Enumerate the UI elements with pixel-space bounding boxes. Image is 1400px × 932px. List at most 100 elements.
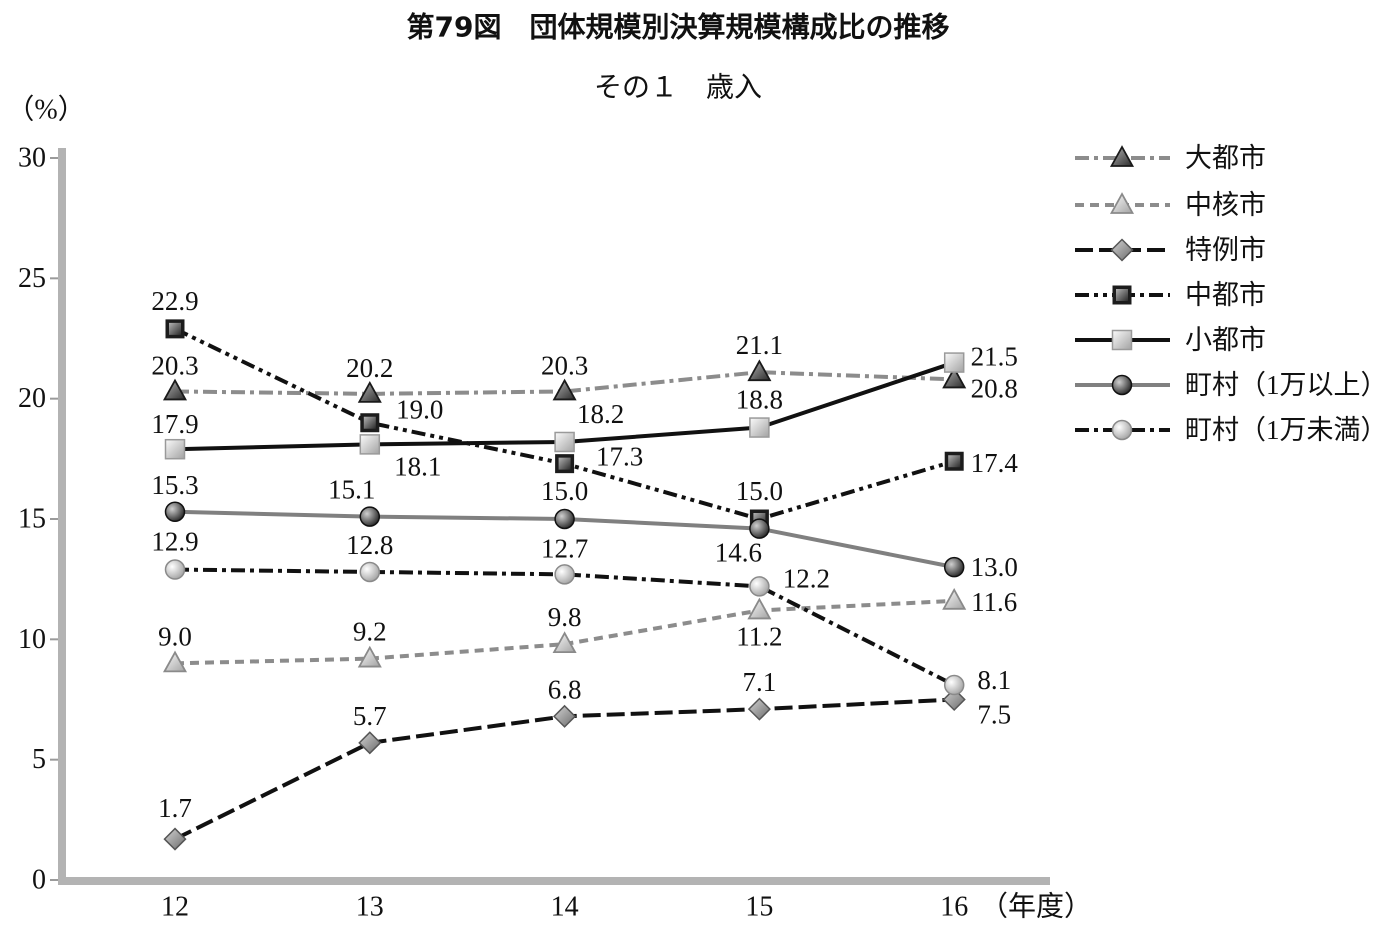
- legend-item-town-village-10k-plus: 町村（1万以上）: [1075, 370, 1388, 400]
- y-tick-label-20: 20: [18, 383, 46, 414]
- marker-fill: [948, 455, 961, 468]
- marker-special-city-12: [163, 827, 187, 851]
- data-label-small-city-12: 17.9: [151, 409, 198, 439]
- data-label-town-village-under-10k-15: 12.2: [783, 563, 830, 593]
- marker-town-village-under-10k-13: [359, 561, 381, 583]
- marker-medium-city-16: [944, 451, 964, 471]
- data-label-core-city-13: 9.2: [353, 617, 387, 647]
- marker-small-city-14: [554, 431, 575, 453]
- legend-label-town-village-under-10k: 町村（1万未満）: [1185, 415, 1388, 445]
- x-axis-unit: （年度）: [980, 891, 1092, 923]
- legend-item-special-city: 特例市: [1075, 235, 1266, 265]
- legend-item-core-city: 中核市: [1075, 190, 1266, 220]
- marker-fill: [1116, 289, 1128, 301]
- marker-small-city-13: [359, 434, 381, 455]
- data-label-small-city-15: 18.8: [736, 385, 783, 415]
- y-axis-unit: （%）: [6, 94, 85, 126]
- marker-large-city-14: [552, 378, 577, 401]
- marker-large-city-16: [942, 366, 967, 389]
- marker-medium-city-14: [555, 454, 575, 474]
- x-tick-label-16: 16: [940, 892, 968, 923]
- data-label-large-city-13: 20.2: [346, 353, 393, 383]
- legend-item-large-city: 大都市: [1075, 143, 1266, 173]
- data-label-core-city-15: 11.2: [736, 621, 782, 651]
- x-tick-label-12: 12: [161, 892, 189, 923]
- marker-core-city-15: [747, 597, 772, 620]
- chart-subtitle: その１ 歳入: [594, 72, 762, 104]
- legend-marker-town-village-under-10k: [1111, 419, 1133, 441]
- x-axis: [58, 877, 1050, 885]
- data-label-town-village-under-10k-14: 12.7: [541, 533, 588, 563]
- data-label-town-village-under-10k-16: 8.1: [977, 665, 1011, 695]
- marker-town-village-10k-plus-12: [164, 501, 186, 523]
- data-label-large-city-15: 21.1: [736, 330, 783, 360]
- chart-title: 第79図 団体規模別決算規模構成比の推移: [407, 11, 950, 44]
- legend-label-special-city: 特例市: [1185, 235, 1266, 265]
- marker-core-city-14: [552, 631, 577, 654]
- legend-label-medium-city: 中都市: [1185, 280, 1266, 310]
- y-axis: [58, 148, 66, 885]
- legend-marker-special-city: [1110, 238, 1134, 262]
- data-label-special-city-12: 1.7: [158, 793, 192, 823]
- marker-town-village-10k-plus-14: [554, 508, 575, 530]
- data-label-town-village-10k-plus-12: 15.3: [151, 470, 198, 500]
- y-tick-label-5: 5: [32, 744, 46, 775]
- legend-marker-core-city: [1109, 192, 1135, 214]
- marker-special-city-15: [747, 697, 771, 721]
- data-label-medium-city-12: 22.9: [151, 286, 198, 316]
- legend-marker-large-city: [1109, 145, 1135, 167]
- series-markers: [162, 319, 967, 851]
- line-town-village-under-10k: [174, 567, 956, 687]
- marker-small-city-15: [749, 417, 770, 438]
- marker-town-village-under-10k-15: [749, 576, 770, 597]
- marker-special-city-14: [553, 704, 577, 728]
- x-tick-label-14: 14: [551, 892, 579, 923]
- data-label-core-city-12: 9.0: [158, 621, 192, 651]
- marker-special-city-13: [358, 731, 382, 755]
- marker-town-village-under-10k-14: [554, 564, 575, 585]
- data-label-special-city-13: 5.7: [353, 701, 387, 731]
- legend-item-small-city: 小都市: [1075, 325, 1266, 355]
- data-label-special-city-15: 7.1: [743, 667, 777, 697]
- data-label-town-village-under-10k-13: 12.8: [346, 530, 393, 560]
- y-tick-label-0: 0: [32, 865, 46, 896]
- marker-town-village-under-10k-16: [943, 674, 965, 696]
- data-label-medium-city-15: 15.0: [736, 476, 783, 506]
- marker-town-village-10k-plus-16: [943, 556, 965, 578]
- data-label-large-city-16: 20.8: [971, 373, 1018, 403]
- marker-core-city-16: [942, 587, 967, 610]
- legend-label-small-city: 小都市: [1185, 325, 1266, 355]
- axes: 0 5 10 15 20 25 30 12 13 14 15 16: [18, 143, 1050, 923]
- marker-fill: [363, 416, 376, 429]
- data-label-large-city-12: 20.3: [151, 350, 198, 380]
- marker-large-city-15: [747, 359, 772, 382]
- legend-item-town-village-under-10k: 町村（1万未満）: [1075, 415, 1388, 445]
- y-tick-label-15: 15: [18, 504, 46, 535]
- data-label-medium-city-16: 17.4: [971, 448, 1019, 478]
- data-label-medium-city-13: 19.0: [396, 395, 443, 425]
- marker-special-city-16: [942, 687, 966, 712]
- data-label-small-city-16: 21.5: [971, 342, 1018, 372]
- legend-marker-small-city: [1111, 329, 1133, 351]
- y-tick-label-25: 25: [18, 263, 46, 294]
- marker-fill: [558, 457, 571, 470]
- x-tick-label-15: 15: [745, 892, 773, 923]
- y-tick-label-10: 10: [18, 624, 46, 655]
- marker-core-city-13: [357, 645, 382, 668]
- legend-label-large-city: 大都市: [1185, 143, 1266, 173]
- data-label-town-village-10k-plus-16: 13.0: [971, 552, 1018, 582]
- data-label-special-city-16: 7.5: [977, 700, 1011, 730]
- data-label-town-village-under-10k-12: 12.9: [151, 527, 198, 557]
- marker-large-city-13: [357, 380, 382, 403]
- legend-label-core-city: 中核市: [1185, 190, 1266, 220]
- data-label-large-city-14: 20.3: [541, 350, 588, 380]
- marker-fill: [169, 322, 181, 335]
- data-label-small-city-13: 18.1: [394, 451, 441, 481]
- marker-medium-city-12: [165, 319, 185, 339]
- data-label-town-village-10k-plus-13: 15.1: [328, 475, 375, 505]
- legend-label-town-village-10k-plus: 町村（1万以上）: [1185, 370, 1388, 400]
- line-large-city: [174, 370, 955, 396]
- legend-marker-medium-city: [1112, 285, 1132, 305]
